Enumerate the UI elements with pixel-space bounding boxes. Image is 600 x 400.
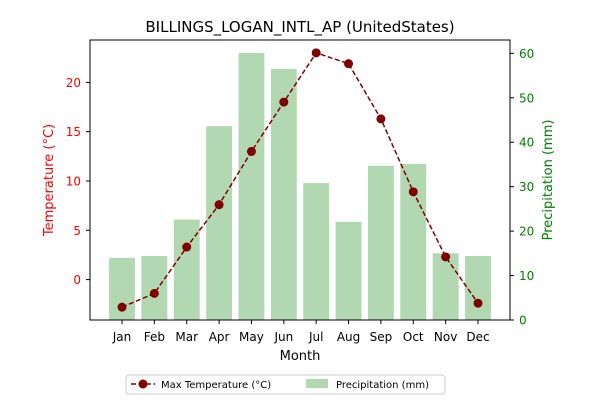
- x-tick-label: Jun: [273, 330, 293, 344]
- legend: Max Temperature (°C) Precipitation (mm): [125, 374, 446, 395]
- legend-box: [125, 374, 446, 395]
- y-right-tick-label: 60: [519, 47, 534, 61]
- precipitation-bar: [270, 68, 297, 320]
- precipitation-bar: [335, 221, 362, 320]
- temperature-point: [246, 146, 256, 156]
- legend-temperature-label: Max Temperature (°C): [161, 380, 271, 391]
- x-tick-label: Sep: [370, 330, 393, 344]
- x-axis: Jan Feb Mar Apr May Jun Jul Aug Sep Oct Nov Dec: [112, 320, 490, 344]
- legend-precipitation-swatch: [306, 379, 328, 388]
- x-tick-label: Jul: [308, 330, 323, 344]
- precipitation-bar: [432, 253, 459, 320]
- x-tick-label: Feb: [144, 330, 165, 344]
- precipitation-bar: [141, 256, 168, 320]
- y-right-tick-label: 50: [519, 91, 534, 105]
- legend-temperature-marker: [138, 379, 148, 389]
- x-tick-label: Mar: [175, 330, 198, 344]
- y-left-tick-label: 15: [66, 125, 81, 139]
- y-left-tick-label: 5: [73, 224, 81, 238]
- temperature-point: [344, 59, 354, 69]
- temperature-point: [441, 252, 451, 262]
- y-right-tick-label: 20: [519, 225, 534, 239]
- temperature-point: [311, 48, 321, 58]
- y-axis-right-label: Precipitation (mm): [541, 120, 556, 241]
- y-right-tick-label: 30: [519, 180, 534, 194]
- precipitation-bar: [367, 165, 394, 320]
- x-tick-label: Oct: [403, 330, 424, 344]
- y-axis-left: 0 5 10 15 20: [66, 76, 90, 287]
- temperature-point: [214, 200, 224, 210]
- x-tick-label: May: [239, 330, 264, 344]
- precipitation-bar: [465, 256, 491, 320]
- temperature-point: [149, 288, 159, 298]
- temperature-point: [408, 187, 418, 197]
- precipitation-bar: [303, 183, 330, 320]
- x-tick-label: Apr: [209, 330, 230, 344]
- plot-frame: [89, 39, 511, 321]
- temperature-point: [473, 298, 483, 308]
- precipitation-bar: [238, 52, 265, 321]
- temperature-line-path: [121, 51, 479, 308]
- x-tick-label: Aug: [337, 330, 360, 344]
- y-axis-right: 0 10 20 30 40 50 60: [510, 47, 534, 328]
- y-right-tick-label: 0: [519, 314, 527, 328]
- precipitation-bar: [206, 126, 233, 320]
- x-tick-label: Jan: [112, 330, 132, 344]
- temperature-point: [279, 97, 289, 107]
- temperature-point: [117, 302, 127, 312]
- temperature-point: [376, 114, 386, 124]
- temperature-line: [117, 48, 483, 312]
- x-axis-label: Month: [280, 349, 321, 364]
- x-tick-label: Nov: [434, 330, 457, 344]
- temperature-point: [182, 242, 192, 252]
- chart-title: BILLINGS_LOGAN_INTL_AP (UnitedStates): [145, 18, 454, 37]
- y-left-tick-label: 20: [66, 76, 81, 90]
- y-axis-left-label: Temperature (°C): [42, 124, 57, 237]
- y-right-tick-label: 10: [519, 269, 534, 283]
- y-left-tick-label: 10: [66, 174, 81, 188]
- x-tick-label: Dec: [466, 330, 489, 344]
- legend-precipitation-label: Precipitation (mm): [336, 380, 429, 391]
- y-left-tick-label: 0: [73, 273, 81, 287]
- y-right-tick-label: 40: [519, 136, 534, 150]
